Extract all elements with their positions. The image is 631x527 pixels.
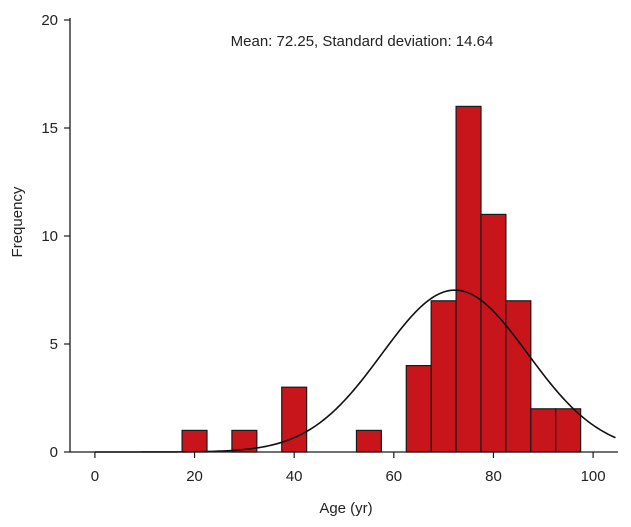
histogram-bar-0 <box>181 429 208 453</box>
x-tick-label-0: 0 <box>91 468 99 485</box>
y-tick-label-2: 10 <box>41 228 58 245</box>
x-tick-label-1: 20 <box>186 468 203 485</box>
histogram-bar-5 <box>430 300 457 453</box>
histogram-bar-8 <box>505 300 532 453</box>
histogram-bar-3 <box>355 429 382 453</box>
histogram-bars <box>181 105 582 453</box>
x-axis-title: Age (yr) <box>319 500 372 517</box>
y-tick-label-0: 0 <box>50 444 58 461</box>
histogram-bar-2 <box>281 386 308 453</box>
histogram-bar-7 <box>480 213 507 453</box>
x-tick-label-3: 60 <box>385 468 402 485</box>
stats-annotation: Mean: 72.25, Standard deviation: 14.64 <box>231 33 494 50</box>
histogram-bar-6 <box>455 105 482 453</box>
y-ticks: 0 5 10 15 20 <box>41 12 70 461</box>
x-ticks: 0 20 40 60 80 100 <box>91 452 606 485</box>
x-tick-label-4: 80 <box>485 468 502 485</box>
histogram-bar-9 <box>530 408 557 453</box>
histogram-bar-4 <box>405 365 432 453</box>
histogram-bar-10 <box>555 408 582 453</box>
y-tick-label-3: 15 <box>41 120 58 137</box>
y-axis-title: Frequency <box>9 186 26 257</box>
y-tick-label-1: 5 <box>50 336 58 353</box>
x-tick-label-2: 40 <box>286 468 303 485</box>
axes: 0 5 10 15 20 0 20 40 60 80 100 <box>41 12 618 485</box>
y-tick-label-4: 20 <box>41 12 58 29</box>
x-tick-label-5: 100 <box>581 468 606 485</box>
